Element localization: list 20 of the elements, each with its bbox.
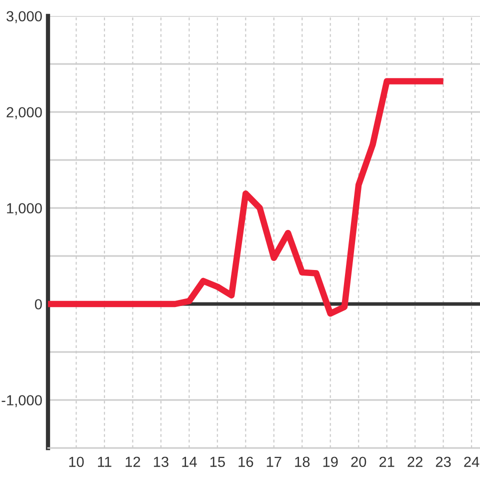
x-tick-label: 24	[464, 456, 480, 467]
x-tick-label: 11	[98, 456, 112, 467]
x-tick-label: 16	[238, 456, 254, 468]
x-tick-label: 14	[182, 456, 197, 467]
x-tick-label: 12	[126, 456, 140, 467]
x-tick-label: 18	[295, 456, 310, 468]
x-tick-label: 15	[210, 456, 225, 468]
x-tick-label: 19	[323, 456, 338, 468]
x-tick-label: 20	[351, 456, 366, 468]
x-tick-label: 21	[379, 456, 394, 467]
y-tick-label: 0	[34, 299, 42, 310]
x-tick-label: 22	[408, 456, 422, 467]
x-tick-label: 10	[69, 456, 84, 468]
x-tick-label: 23	[436, 456, 451, 468]
y-tick-label: 1,000	[7, 203, 42, 216]
y-tick-label: -1,000	[2, 395, 42, 408]
x-tick-label: 13	[154, 456, 168, 468]
x-tick-label: 17	[266, 456, 282, 467]
y-tick-label: 2,000	[6, 107, 42, 120]
y-tick-label: 3,000	[6, 11, 42, 24]
